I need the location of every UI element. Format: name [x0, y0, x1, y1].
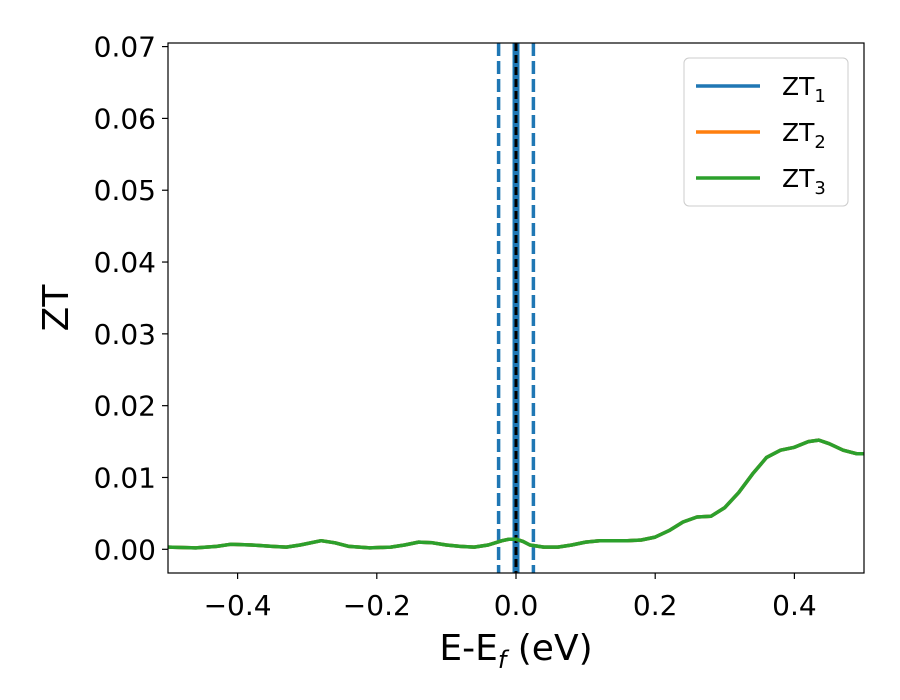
y-axis-label: ZT [36, 284, 77, 332]
legend-box [683, 57, 849, 207]
legend-label-2: ZT2 [782, 118, 826, 153]
x-tick-label: 0.2 [633, 589, 678, 622]
legend: ZT1 ZT2 ZT3 [683, 57, 849, 207]
y-tick-label: 0.02 [94, 390, 156, 423]
y-tick-label: 0.00 [94, 533, 156, 566]
y-axis-ticks: 0.00 0.01 0.02 0.03 0.04 0.05 0.06 0.07 [94, 31, 168, 566]
x-tick-label: 0.4 [772, 589, 817, 622]
y-tick-label: 0.03 [94, 318, 156, 351]
y-tick-label: 0.04 [94, 246, 156, 279]
series-lines [168, 438, 864, 550]
x-tick-label: 0.0 [494, 589, 539, 622]
x-tick-label: −0.4 [204, 589, 272, 622]
reference-lines [496, 43, 536, 573]
legend-label-3: ZT3 [782, 164, 826, 199]
x-axis-label: E-Ef (eV) [439, 628, 592, 674]
y-tick-label: 0.01 [94, 461, 156, 494]
x-axis-label-main: E-E [439, 628, 497, 669]
legend-label-1: ZT1 [782, 72, 826, 107]
x-axis-ticks: −0.4 −0.2 0.0 0.2 0.4 [204, 573, 817, 622]
y-tick-label: 0.07 [94, 31, 156, 64]
y-tick-label: 0.05 [94, 174, 156, 207]
x-axis-label-suffix: (eV) [506, 628, 592, 669]
y-tick-label: 0.06 [94, 102, 156, 135]
x-tick-label: −0.2 [343, 589, 411, 622]
series-line-3 [168, 438, 864, 550]
